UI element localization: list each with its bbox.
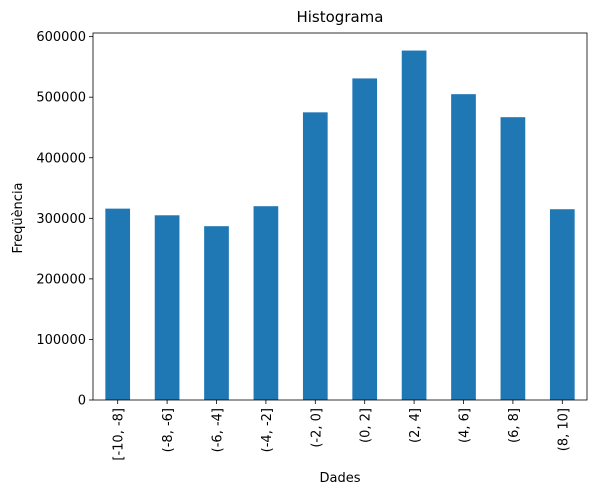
bar-3 — [253, 206, 279, 400]
x-tick-label: (6, 8] — [507, 408, 522, 443]
bar-6 — [401, 50, 427, 400]
x-tick-label: (0, 2] — [359, 408, 374, 443]
y-tick-label: 400000 — [36, 151, 86, 166]
x-tick-label: [-10, -8] — [112, 408, 127, 461]
y-tick-label: 200000 — [36, 272, 86, 287]
bars-layer — [105, 50, 575, 401]
y-tick-label: 100000 — [36, 333, 86, 348]
y-tick-label: 600000 — [36, 30, 86, 45]
x-tick-label: (-2, 0] — [309, 408, 324, 448]
bar-8 — [500, 117, 526, 400]
x-tick-label: (-6, -4] — [211, 408, 226, 452]
y-tick-label: 0 — [78, 394, 86, 409]
bar-2 — [204, 226, 229, 400]
bar-7 — [451, 94, 476, 401]
x-tick-label: (4, 6] — [458, 408, 473, 443]
chart-title: Histograma — [296, 8, 383, 26]
y-axis-label: Freqüència — [11, 182, 26, 253]
y-axis: 0 100000 200000 300000 400000 500000 600000 — [36, 30, 93, 409]
x-tick-label: (-4, -2] — [260, 408, 275, 452]
y-tick-label: 300000 — [36, 212, 86, 227]
bar-9 — [549, 209, 575, 400]
y-tick-label: 500000 — [36, 91, 86, 106]
bar-1 — [154, 215, 180, 400]
x-axis-label: Dades — [320, 471, 361, 486]
x-tick-label: (-8, -6] — [161, 408, 176, 452]
x-axis: [-10, -8] (-8, -6] (-6, -4] (-4, -2] (-2, 0]… — [112, 400, 571, 461]
plot-frame — [92, 32, 588, 401]
bar-4 — [302, 112, 328, 400]
bar-5 — [352, 78, 378, 401]
bar-0 — [105, 208, 131, 400]
x-tick-label: (2, 4] — [408, 408, 423, 443]
x-tick-label: (8, 10] — [556, 408, 571, 451]
